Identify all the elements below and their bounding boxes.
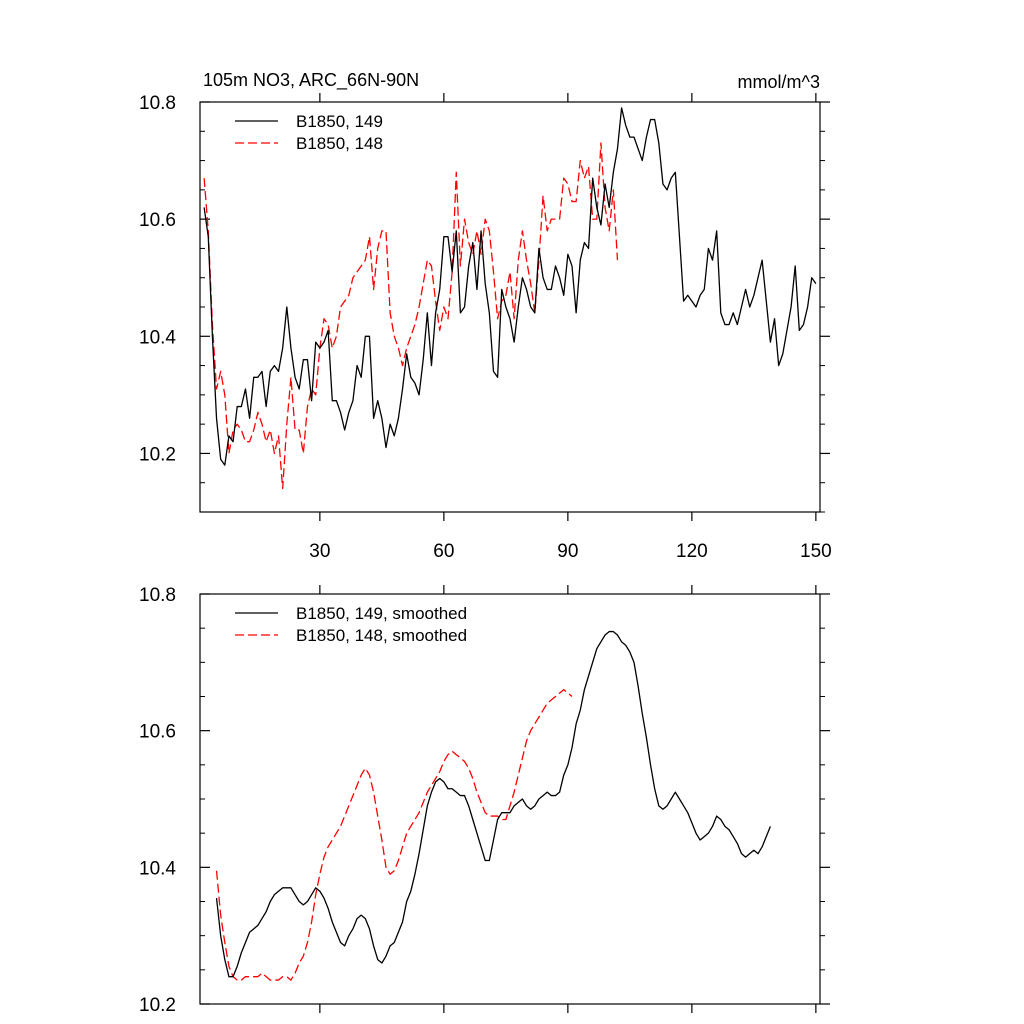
x-tick-label: 120	[676, 541, 708, 562]
series-line-1	[215, 630, 772, 978]
plot-frame	[199, 101, 821, 513]
units-label: mmol/m^3	[738, 72, 820, 92]
series-line-1	[203, 107, 817, 466]
x-tick-label: 90	[557, 541, 578, 562]
legend-label: B1850, 148, smoothed	[296, 626, 467, 645]
x-tick-label: 60	[433, 541, 454, 562]
y-tick-label: 10.4	[139, 327, 176, 348]
series-line-2	[203, 142, 619, 490]
y-tick-label: 10.6	[139, 722, 176, 743]
y-tick-label: 10.4	[139, 858, 176, 879]
y-tick-label: 10.8	[139, 93, 176, 114]
chart-title: 105m NO3, ARC_66N-90N	[203, 70, 419, 91]
y-tick-label: 10.2	[139, 444, 176, 465]
legend-label: B1850, 149	[296, 112, 383, 131]
top-panel: 30 60 90 120 150 10.2 10.4 10.6 10.8 105m NO3, AR…	[139, 70, 832, 562]
y-tick-label: 10.6	[139, 210, 176, 231]
plot-frame	[199, 593, 821, 1005]
y-tick-label: 10.2	[139, 995, 176, 1016]
legend-label: B1850, 148	[296, 134, 383, 153]
series-line-2	[215, 689, 573, 981]
x-tick-label: 30	[309, 541, 330, 562]
y-tick-label: 10.8	[139, 585, 176, 606]
x-tick-label: 150	[800, 541, 832, 562]
bottom-panel: 10.2 10.4 10.6 10.8 B1850, 149, smoothed B185…	[139, 585, 830, 1016]
legend-label: B1850, 149, smoothed	[296, 604, 467, 623]
